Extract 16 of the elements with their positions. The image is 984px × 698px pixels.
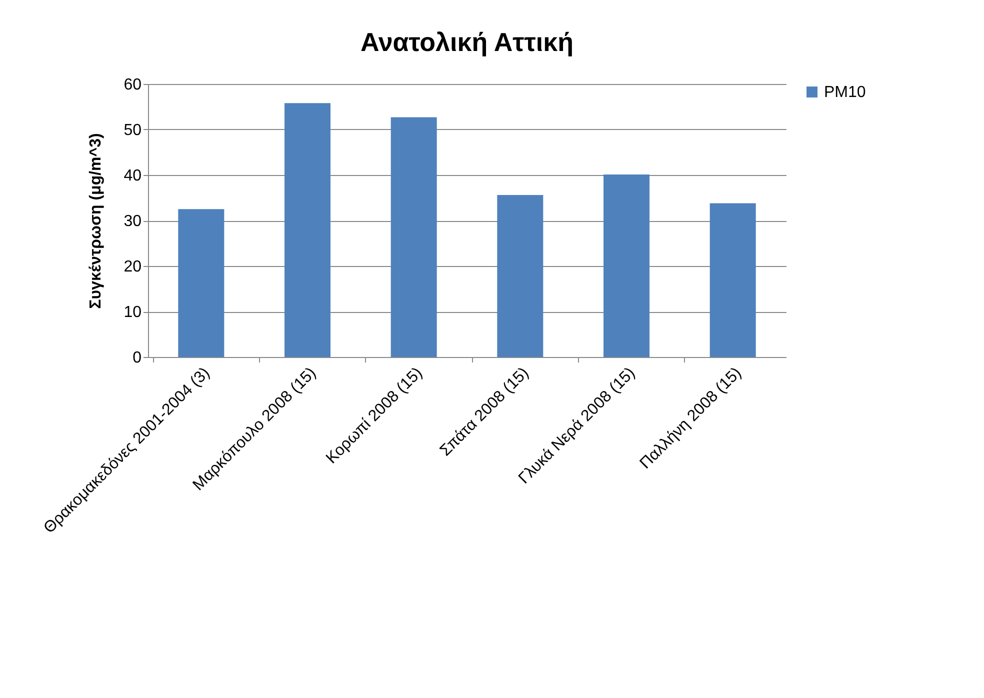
- bar: [604, 174, 650, 357]
- y-axis-title: Συγκέντρωση (μg/m^3): [88, 133, 105, 309]
- bar: [178, 209, 224, 357]
- bar: [710, 203, 756, 357]
- bar: [497, 195, 544, 357]
- y-tick-label: 10: [124, 304, 142, 321]
- y-tick-label: 40: [124, 168, 142, 184]
- y-tick-label: 30: [124, 213, 142, 230]
- y-tick-label: 60: [124, 76, 142, 94]
- chart-title: Ανατολική Αττική: [360, 27, 574, 57]
- bar: [284, 103, 330, 357]
- bar: [390, 117, 437, 357]
- y-tick-label: 50: [124, 122, 142, 139]
- y-tick-label: 0: [132, 350, 142, 366]
- y-tick-label: 20: [124, 258, 142, 276]
- legend-label: PM10: [824, 84, 866, 101]
